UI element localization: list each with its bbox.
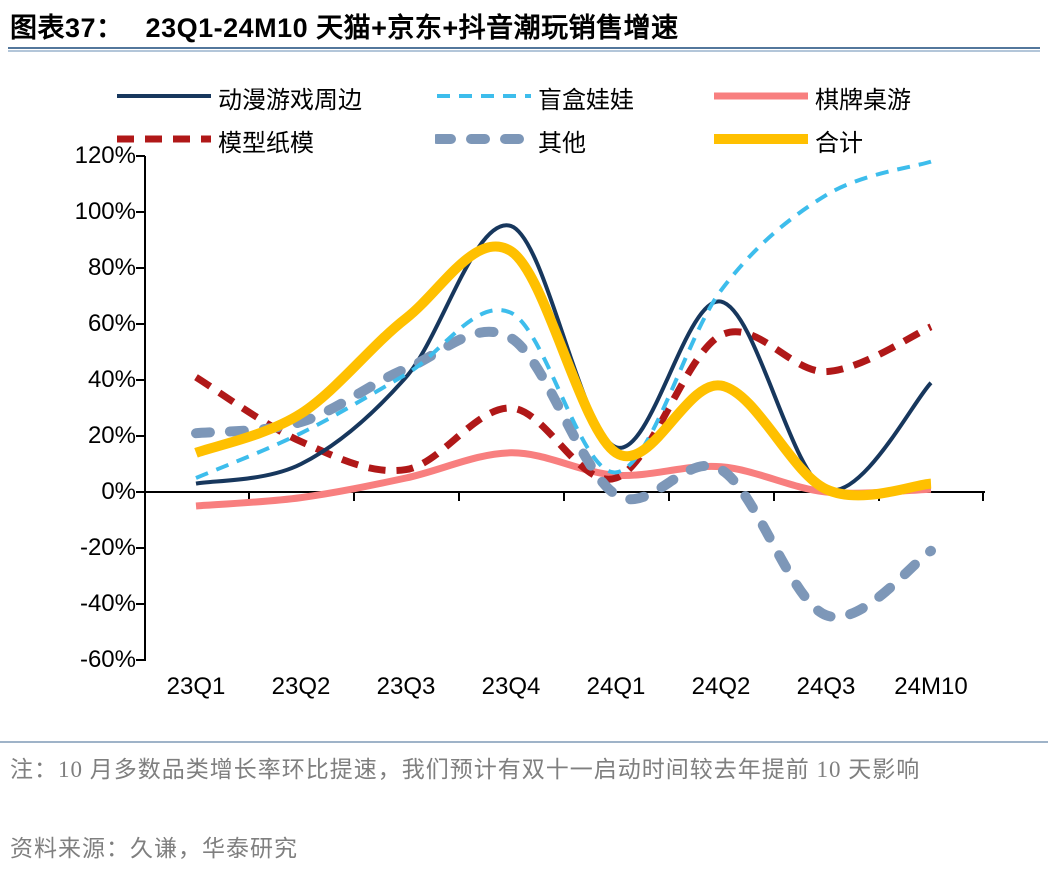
y-tick-label--60: -60% bbox=[79, 646, 136, 673]
legend-swatch-board-games bbox=[714, 92, 808, 100]
legend-swatch-others bbox=[435, 134, 533, 144]
figure-title: 23Q1-24M10 天猫+京东+抖音潮玩销售增速 bbox=[145, 13, 679, 43]
y-tick-label--40: -40% bbox=[79, 590, 136, 617]
y-tick-label-80: 80% bbox=[87, 254, 136, 281]
legend-label-blind-box-dolls: 盲盒娃娃 bbox=[538, 87, 634, 114]
y-tick-label-0: 0% bbox=[101, 478, 136, 505]
y-tick-label-20: 20% bbox=[87, 422, 136, 449]
x-tick-label-23Q3: 23Q3 bbox=[376, 673, 436, 700]
y-tick-label--20: -20% bbox=[79, 534, 136, 561]
y-tick-label-100: 100% bbox=[74, 198, 136, 225]
chart-source: 资料来源：久谦，华泰研究 bbox=[10, 836, 298, 861]
line-others bbox=[191, 326, 936, 622]
legend-swatch-model-paper bbox=[117, 135, 211, 143]
x-tick-label-24Q1: 24Q1 bbox=[586, 673, 646, 700]
legend-swatch-blind-box-dolls bbox=[437, 94, 531, 98]
y-tick-label-120: 120% bbox=[74, 142, 136, 169]
legend-label-board-games: 棋牌桌游 bbox=[815, 87, 911, 114]
axes bbox=[136, 155, 985, 661]
legend-swatch-anime-game-peripherals bbox=[117, 94, 211, 98]
y-tick-label-60: 60% bbox=[87, 310, 136, 337]
legend-label-others: 其他 bbox=[538, 130, 586, 157]
figure-header: 图表37： 23Q1-24M10 天猫+京东+抖音潮玩销售增速 bbox=[10, 6, 679, 45]
y-tick-label-40: 40% bbox=[87, 366, 136, 393]
x-tick-label-24Q3: 24Q3 bbox=[796, 673, 856, 700]
footer-divider bbox=[0, 741, 1048, 743]
x-tick-label-24Q2: 24Q2 bbox=[691, 673, 751, 700]
x-tick-label-23Q2: 23Q2 bbox=[271, 673, 331, 700]
line-blind-box-dolls bbox=[195, 159, 932, 480]
x-tick-label-23Q4: 23Q4 bbox=[481, 673, 541, 700]
legend-label-anime-game-peripherals: 动漫游戏周边 bbox=[218, 87, 362, 114]
x-tick-label-23Q1: 23Q1 bbox=[166, 673, 226, 700]
legend-swatch-total bbox=[714, 134, 808, 144]
line-model-paper bbox=[194, 323, 933, 483]
line-total bbox=[194, 241, 932, 501]
figure-label: 图表37： bbox=[10, 13, 124, 43]
title-underline-dark bbox=[8, 47, 1040, 49]
x-tick-label-24M10: 24M10 bbox=[894, 673, 968, 700]
title-underline-light bbox=[8, 50, 1040, 52]
legend-label-model-paper: 模型纸模 bbox=[218, 130, 314, 157]
legend-label-total: 合计 bbox=[815, 130, 863, 157]
chart-note: 注：10 月多数品类增长率环比提速，我们预计有双十一启动时间较去年提前 10 天… bbox=[10, 757, 921, 782]
line-board-games bbox=[195, 449, 932, 510]
